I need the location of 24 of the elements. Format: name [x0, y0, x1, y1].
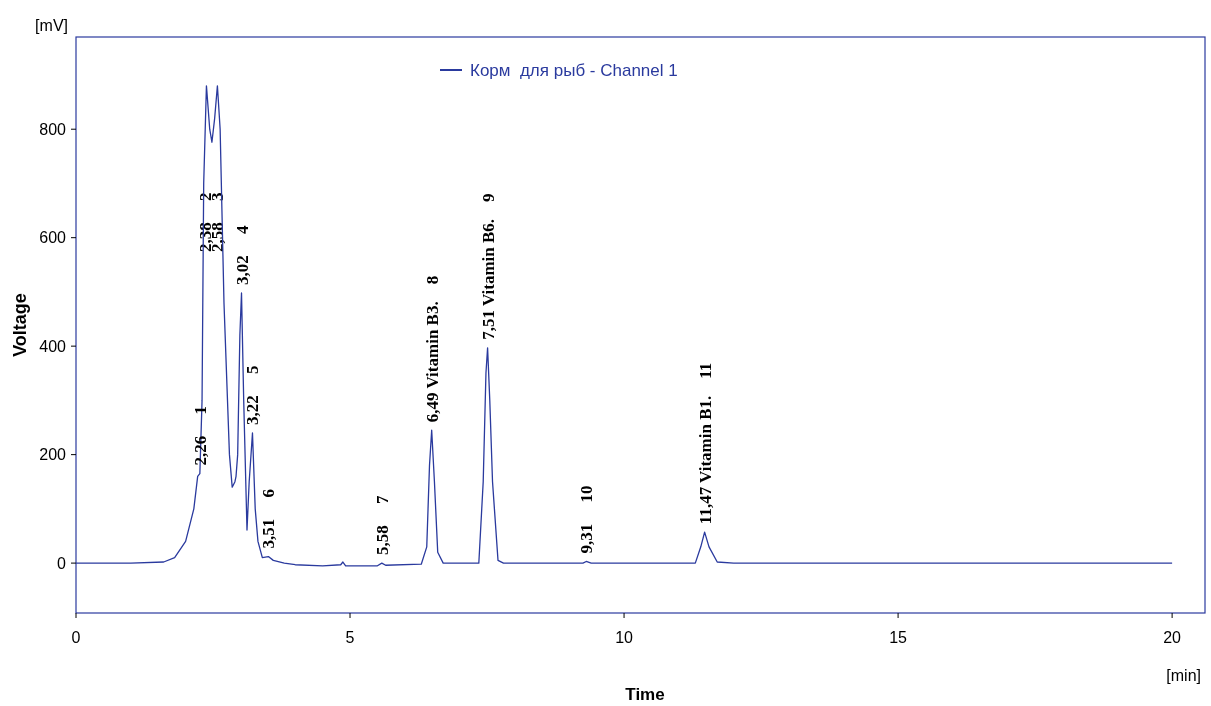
- x-tick-label: 20: [1163, 629, 1182, 646]
- y-tick-label: 0: [57, 554, 67, 572]
- text: [min]: [1166, 667, 1201, 684]
- x-tick-label: 15: [889, 629, 908, 646]
- x-tick-label: 10: [615, 629, 634, 646]
- annotation: 9,31 10: [577, 485, 597, 554]
- x-axis-title: Time: [625, 685, 665, 704]
- annotation: 7,51 Vitamin B6. 9: [478, 193, 498, 340]
- annotation: 3,22 5: [243, 365, 263, 425]
- x-tick-label: 0: [71, 629, 81, 646]
- x-tick-label: 5: [345, 629, 355, 646]
- y-tick-label: 800: [39, 120, 67, 138]
- annotation: 3,02 4: [232, 225, 252, 285]
- annotation: 2,26 1: [190, 406, 210, 466]
- text: [mV]: [35, 17, 68, 34]
- annotation: 3,51 6: [259, 489, 279, 549]
- legend-label: Корм для рыб - Channel 1: [470, 60, 678, 80]
- y-tick-label: 200: [39, 446, 67, 464]
- y-tick-label: 400: [39, 337, 67, 355]
- y-tick-label: 600: [39, 229, 67, 247]
- annotation: 11,47 Vitamin B1. 11: [695, 362, 715, 525]
- annotation: 6,49 Vitamin B3. 8: [422, 275, 442, 423]
- annotation: 5,58 7: [372, 495, 392, 556]
- y-axis-title: Voltage: [10, 293, 30, 357]
